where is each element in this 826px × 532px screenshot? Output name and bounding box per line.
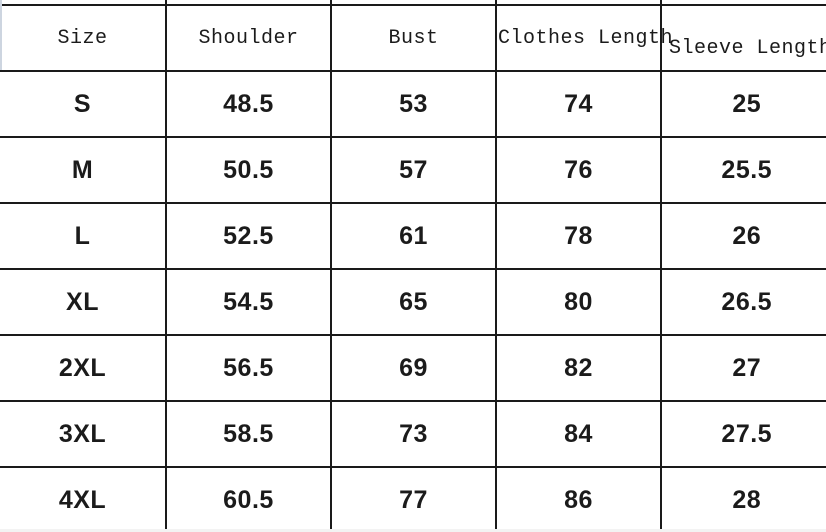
column-header-size: Size — [0, 6, 167, 72]
cropped-cell — [0, 0, 167, 6]
column-header-size-label: Size — [57, 26, 108, 50]
cropped-cell — [662, 0, 826, 6]
clothes-length-cell: 74 — [497, 72, 662, 138]
bottom-edge-shade — [0, 529, 826, 532]
clothes-length-cell: 82 — [497, 336, 662, 402]
bust-cell: 61 — [332, 204, 497, 270]
sleeve-length-cell: 25 — [662, 72, 826, 138]
clothes-length-cell: 78 — [497, 204, 662, 270]
shoulder-cell: 52.5 — [167, 204, 332, 270]
shoulder-cell: 54.5 — [167, 270, 332, 336]
screenshot-edge-artifact — [0, 0, 2, 70]
size-cell: 2XL — [0, 336, 167, 402]
bust-cell: 65 — [332, 270, 497, 336]
bust-cell: 69 — [332, 336, 497, 402]
cropped-cell — [332, 0, 497, 6]
shoulder-cell: 56.5 — [167, 336, 332, 402]
column-header-clothes-length: Clothes Length — [497, 6, 673, 72]
cropped-cell — [167, 0, 332, 6]
shoulder-cell: 60.5 — [167, 468, 332, 532]
sleeve-length-cell: 28 — [662, 468, 826, 532]
column-header-clothes-length-label: Clothes Length — [498, 26, 674, 50]
size-cell: XL — [0, 270, 167, 336]
size-cell: S — [0, 72, 167, 138]
bust-cell: 57 — [332, 138, 497, 204]
size-cell: 3XL — [0, 402, 167, 468]
clothes-length-cell: 84 — [497, 402, 662, 468]
column-header-bust-label: Bust — [388, 26, 439, 50]
bust-cell: 73 — [332, 402, 497, 468]
column-header-sleeve-length-label: Sleeve Length — [669, 36, 826, 60]
size-cell: M — [0, 138, 167, 204]
column-header-bust: Bust — [332, 6, 497, 72]
clothes-length-cell: 80 — [497, 270, 662, 336]
bust-cell: 53 — [332, 72, 497, 138]
size-cell: L — [0, 204, 167, 270]
shoulder-cell: 48.5 — [167, 72, 332, 138]
column-header-shoulder-label: Shoulder — [198, 26, 299, 50]
sleeve-length-cell: 26.5 — [662, 270, 826, 336]
clothes-length-cell: 86 — [497, 468, 662, 532]
sleeve-length-cell: 25.5 — [662, 138, 826, 204]
bust-cell: 77 — [332, 468, 497, 532]
shoulder-cell: 58.5 — [167, 402, 332, 468]
sleeve-length-cell: 26 — [662, 204, 826, 270]
sleeve-length-cell: 27.5 — [662, 402, 826, 468]
shoulder-cell: 50.5 — [167, 138, 332, 204]
column-header-shoulder: Shoulder — [167, 6, 332, 72]
cropped-cell — [497, 0, 662, 6]
sleeve-length-cell: 27 — [662, 336, 826, 402]
size-cell: 4XL — [0, 468, 167, 532]
column-header-sleeve-length: Sleeve Length — [662, 6, 826, 72]
clothes-length-cell: 76 — [497, 138, 662, 204]
